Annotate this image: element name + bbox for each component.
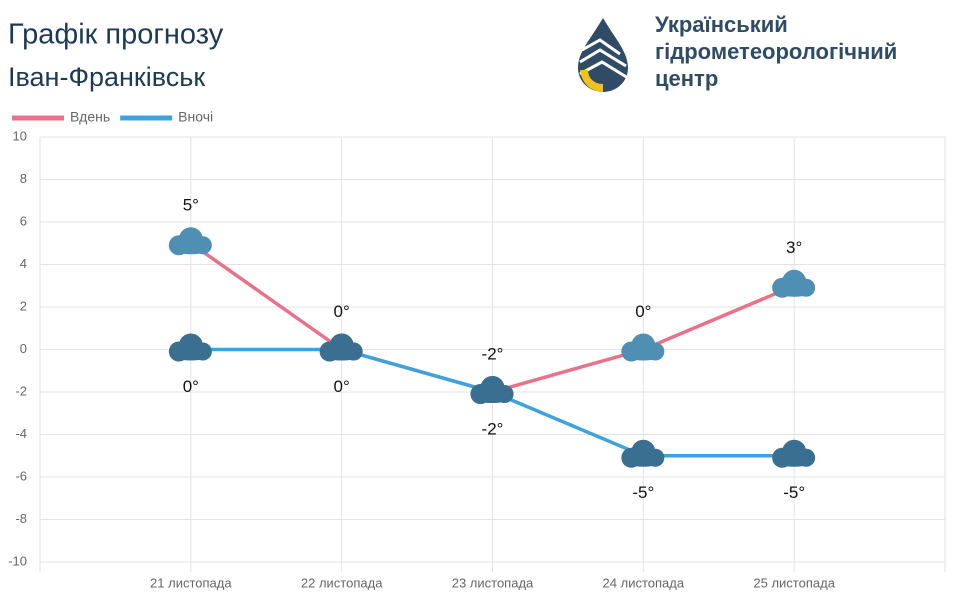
y-tick-label: 2 [20, 298, 27, 313]
cloud-part [774, 452, 815, 467]
x-tick-label: 22 листопада [301, 575, 383, 590]
data-label: 5° [183, 196, 199, 215]
legend-label: Вдень [70, 109, 110, 125]
weather-icon [772, 439, 816, 468]
weather-icon [319, 333, 363, 362]
data-label: 0° [183, 377, 199, 396]
y-tick-label: 8 [20, 171, 27, 186]
data-label: -2° [482, 419, 504, 438]
y-tick-label: -6 [15, 468, 27, 483]
org-name: гідрометеорологічний [655, 39, 897, 64]
y-tick-label: -8 [15, 511, 27, 526]
cloud-part [321, 346, 362, 361]
y-tick-label: 10 [13, 128, 27, 143]
legend-label: Вночі [178, 109, 213, 125]
chart-title: Графік прогнозу [8, 19, 224, 51]
org-name: центр [655, 66, 718, 91]
y-tick-label: -10 [8, 553, 27, 568]
data-label: 0° [334, 377, 350, 396]
data-label: 0° [635, 302, 651, 321]
y-tick-label: -4 [15, 426, 27, 441]
data-label: -5° [632, 483, 654, 502]
cloud-part [170, 346, 211, 361]
y-tick-label: 4 [20, 256, 27, 271]
data-label: 3° [786, 238, 802, 257]
y-tick-label: 6 [20, 213, 27, 228]
cloud-part [623, 452, 664, 467]
org-name: Український [655, 12, 788, 37]
weather-icon [772, 269, 816, 298]
cloud-part [774, 282, 815, 297]
data-label: 0° [334, 302, 350, 321]
data-label: -2° [482, 344, 504, 363]
chart-subtitle: Іван-Франківськ [8, 62, 205, 92]
x-tick-label: 25 листопада [753, 575, 835, 590]
weather-icon [168, 227, 212, 256]
cloud-part [170, 240, 211, 255]
weather-icon [621, 333, 665, 362]
x-tick-label: 23 листопада [452, 575, 534, 590]
weather-icon [621, 439, 665, 468]
y-tick-label: -2 [15, 383, 27, 398]
logo [578, 18, 629, 92]
data-label: -5° [783, 483, 805, 502]
cloud-part [623, 346, 664, 361]
x-tick-label: 21 листопада [150, 575, 232, 590]
weather-icon [470, 376, 514, 404]
weather-icon [168, 333, 212, 362]
y-tick-label: 0 [20, 341, 27, 356]
x-tick-label: 24 листопада [603, 575, 685, 590]
cloud-part [472, 389, 513, 403]
